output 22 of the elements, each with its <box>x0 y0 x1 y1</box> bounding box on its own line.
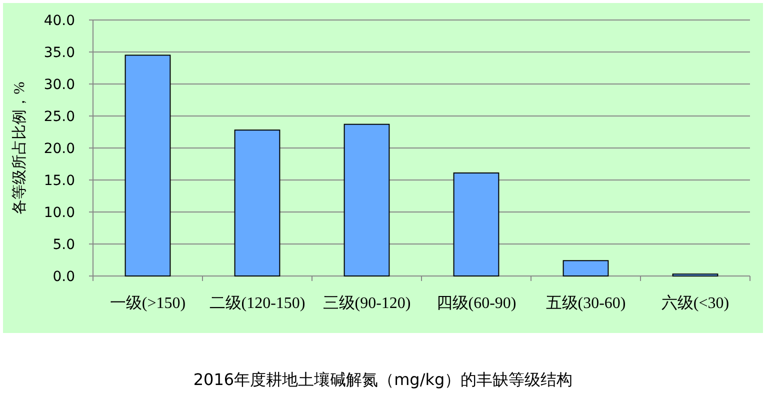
y-tick-label: 15.0 <box>44 173 75 189</box>
x-tick-label: 三级(90-120) <box>322 295 411 312</box>
y-tick-label: 40.0 <box>44 13 75 29</box>
y-tick-label: 20.0 <box>44 141 75 157</box>
y-tick-label: 30.0 <box>44 77 75 93</box>
x-tick-label: 五级(30-60) <box>546 295 626 312</box>
bar <box>124 54 171 276</box>
x-tick-label: 六级(<30) <box>661 294 730 312</box>
y-axis-title: 各等级所占比例，% <box>11 82 28 214</box>
y-tick-label: 0.0 <box>52 269 75 285</box>
y-tick-label: 5.0 <box>52 237 75 253</box>
y-tick-label: 35.0 <box>44 45 75 61</box>
x-tick-label: 二级(120-150) <box>209 295 306 312</box>
bar <box>453 172 500 276</box>
bar <box>234 130 280 276</box>
text: 2016年度耕地土壤碱解氮（mg/kg）的丰缺等级结构 <box>193 370 573 389</box>
bar <box>562 260 609 276</box>
x-tick-label: 一级(>150) <box>110 295 186 312</box>
x-tick-label: 四级(60-90) <box>436 295 516 312</box>
y-tick-label: 10.0 <box>44 205 75 221</box>
y-tick-label: 25.0 <box>44 109 75 125</box>
bar <box>344 124 390 276</box>
